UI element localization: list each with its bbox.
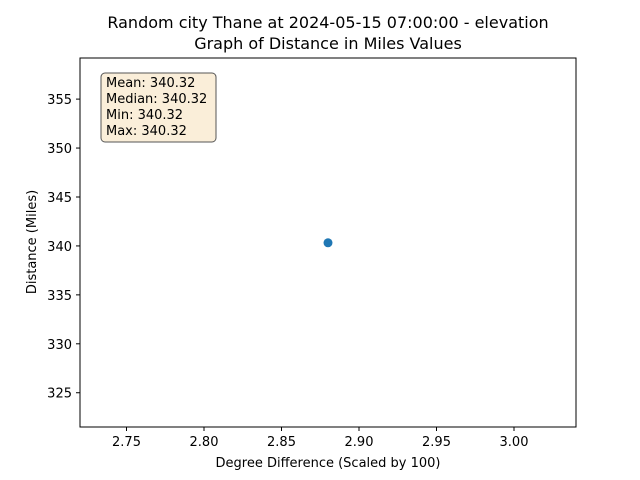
y-tick-label: 345 [47,191,72,206]
stats-mean: Mean: 340.32 [106,76,195,91]
x-tick-label: 2.95 [422,435,451,450]
x-axis-label: Degree Difference (Scaled by 100) [216,456,441,471]
x-tick-label: 2.75 [112,435,141,450]
x-tick-label: 3.00 [500,435,529,450]
y-tick-label: 330 [47,338,72,353]
x-tick-label: 2.80 [190,435,219,450]
y-axis-label: Distance (Miles) [25,190,40,294]
chart-title: Random city Thane at 2024-05-15 07:00:00… [107,13,548,32]
x-axis-ticks: 2.75 2.80 2.85 2.90 2.95 3.00 [112,427,528,450]
stats-median: Median: 340.32 [106,92,207,107]
chart-subtitle: Graph of Distance in Miles Values [194,34,462,53]
x-tick-label: 2.85 [267,435,296,450]
x-tick-label: 2.90 [345,435,374,450]
stats-box-background [100,72,217,143]
scatter-point [323,238,333,248]
scatter-points [323,238,333,248]
y-tick-label: 355 [47,93,72,108]
y-tick-label: 325 [47,387,72,402]
y-tick-label: 340 [47,240,72,255]
y-axis-ticks: 325 330 335 340 345 350 355 [47,93,80,402]
stats-min: Min: 340.32 [106,108,183,123]
y-tick-label: 350 [47,142,72,157]
stats-box: Mean: 340.32 Median: 340.32 Min: 340.32 … [100,72,217,143]
stats-max: Max: 340.32 [106,124,187,139]
y-tick-label: 335 [47,289,72,304]
